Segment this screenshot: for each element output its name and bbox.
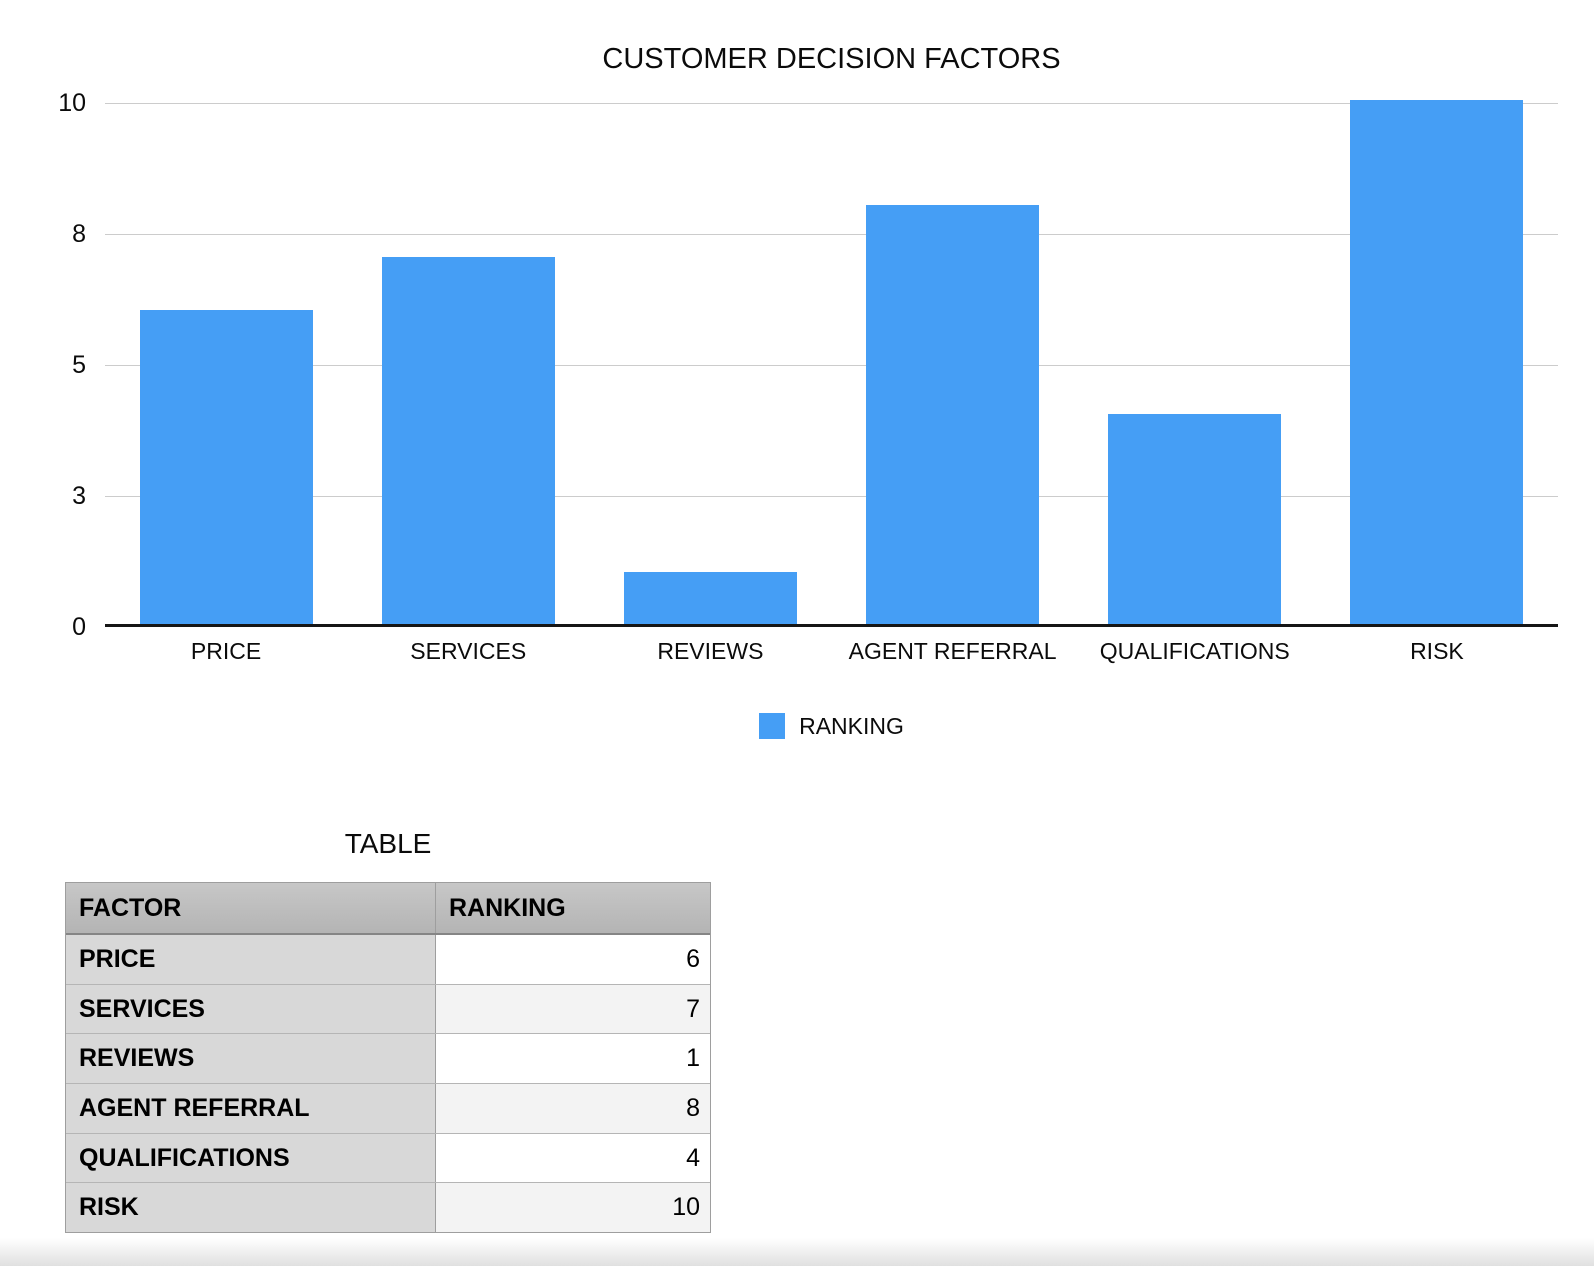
- ranking-cell[interactable]: 10: [436, 1183, 710, 1233]
- chart-title: CUSTOMER DECISION FACTORS: [602, 43, 1061, 75]
- table-row: QUALIFICATIONS 4: [66, 1132, 710, 1183]
- plot-area[interactable]: [105, 100, 1558, 627]
- bar-price[interactable]: [140, 310, 313, 624]
- legend-swatch-icon: [759, 713, 786, 739]
- gridline: [105, 234, 1558, 235]
- bottom-fade: [0, 1238, 1594, 1266]
- bar-qualifications[interactable]: [1108, 414, 1281, 624]
- ranking-cell[interactable]: 1: [436, 1034, 710, 1084]
- x-axis-label: REVIEWS: [657, 638, 764, 664]
- x-axis-label: AGENT REFERRAL: [848, 638, 1057, 664]
- gridline: [105, 365, 1558, 366]
- y-axis-tick-label: 0: [72, 613, 86, 641]
- table-body: PRICE 6 SERVICES 7 REVIEWS 1 AGENT REFERRAL 8 QU…: [66, 935, 710, 1233]
- table-row: PRICE 6: [66, 935, 710, 984]
- y-axis-tick-label: 10: [58, 89, 86, 117]
- factor-cell[interactable]: QUALIFICATIONS: [66, 1133, 436, 1183]
- x-axis-label: PRICE: [190, 638, 262, 664]
- bar-services[interactable]: [382, 257, 555, 624]
- factor-cell[interactable]: AGENT REFERRAL: [66, 1084, 436, 1133]
- x-axis-label: QUALIFICATIONS: [1099, 638, 1290, 664]
- gridline: [105, 496, 1558, 497]
- y-axis-tick-label: 5: [72, 351, 86, 379]
- table-title: TABLE: [344, 828, 432, 859]
- legend-label: RANKING: [799, 712, 904, 739]
- table-row: REVIEWS 1: [66, 1033, 710, 1084]
- ranking-cell[interactable]: 8: [436, 1084, 710, 1133]
- column-header-factor[interactable]: FACTOR: [66, 883, 436, 933]
- ranking-cell[interactable]: 4: [436, 1133, 710, 1183]
- ranking-cell[interactable]: 7: [436, 984, 710, 1034]
- bar-agent-referral[interactable]: [866, 205, 1039, 624]
- x-axis-label: SERVICES: [410, 638, 527, 664]
- gridline: [105, 103, 1558, 104]
- bar-reviews[interactable]: [624, 572, 797, 624]
- y-axis-tick-label: 3: [72, 482, 86, 510]
- y-axis-tick-label: 8: [72, 220, 86, 248]
- bar-risk[interactable]: [1350, 100, 1523, 624]
- table-header-row: FACTOR RANKING: [66, 883, 710, 935]
- factor-cell[interactable]: REVIEWS: [66, 1034, 436, 1084]
- x-axis-label: RISK: [1410, 638, 1464, 664]
- table-row: SERVICES 7: [66, 983, 710, 1034]
- column-header-ranking[interactable]: RANKING: [449, 893, 566, 922]
- data-table[interactable]: FACTOR RANKING PRICE 6 SERVICES 7 REVIEWS 1 AG…: [65, 882, 711, 1233]
- factor-cell[interactable]: PRICE: [66, 935, 436, 984]
- ranking-cell[interactable]: 6: [436, 935, 710, 984]
- table-row: RISK 10: [66, 1182, 710, 1233]
- factor-cell[interactable]: SERVICES: [66, 984, 436, 1034]
- table-row: AGENT REFERRAL 8: [66, 1083, 710, 1133]
- chart-legend: RANKING: [105, 712, 1558, 740]
- factor-cell[interactable]: RISK: [66, 1183, 436, 1233]
